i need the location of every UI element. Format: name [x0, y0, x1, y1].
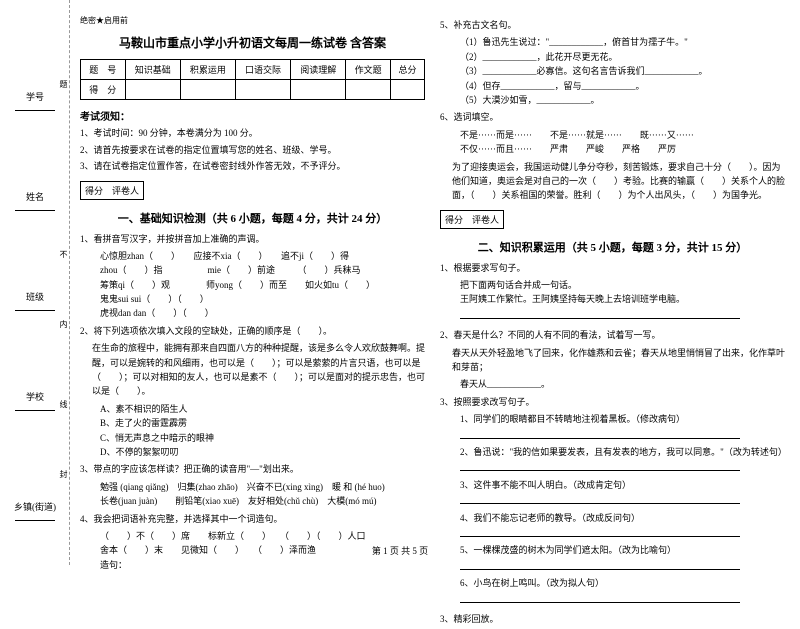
table-cell: [235, 80, 290, 100]
binding-margin: 乡镇(街道) 学校 班级 姓名 学号 封 线 内 不 题: [0, 0, 70, 565]
question-line: （3）____________必寡信。这句名言告诉我们____________。: [440, 64, 785, 78]
question-line: 4、我们不能忘记老师的教导。（改成反问句）: [440, 511, 785, 525]
option: B、走了火的雷霆霹雳: [80, 416, 425, 430]
binding-field-class: 班级: [10, 290, 60, 313]
secret-mark: 绝密★启用前: [80, 15, 425, 26]
option: A、素不相识的陌生人: [80, 402, 425, 416]
question-line: （ ）不（ ）席 标新立（ ） （ ）（ ）人口: [80, 529, 425, 543]
question-line: 春天从____________。: [440, 377, 785, 391]
notice-item: 2、请首先按要求在试卷的指定位置填写您的姓名、班级、学号。: [80, 144, 425, 158]
question-line: （4）但存____________，留与____________。: [440, 79, 785, 93]
question-stem: 4、我会把词语补充完整，并选择其中一个词造句。: [80, 512, 425, 526]
score-box: 得分 评卷人: [80, 181, 144, 200]
table-cell: [180, 80, 235, 100]
cut-mark: 内: [58, 320, 69, 328]
question-line: 虎视dan dan（ ）（ ）: [80, 306, 425, 320]
question-line: 不仅······而且······ 严肃 严峻 严格 严厉: [440, 142, 785, 156]
question-stem: 5、补充古文名句。: [440, 18, 785, 32]
question-line: 长卷(juan juàn) 削铅笔(xiao xuē) 友好相处(chǔ chù…: [80, 494, 425, 508]
binding-field-name: 姓名: [10, 190, 60, 213]
question-line: 1、同学们的眼睛都目不转睛地注视着黑板。（修改病句）: [440, 412, 785, 426]
question-text: 春天从天外轻盈地飞了回来，化作雄燕和云雀；春天从地里悄悄冒了出来，化作草叶和芽苗…: [440, 346, 785, 375]
section-title: 一、基础知识检测（共 6 小题，每题 4 分，共计 24 分）: [80, 210, 425, 226]
question-text: 为了迎接奥运会，我国运动健儿争分夺秒，刻苦锻炼，要求自己十分（ ）。因为他们知道…: [440, 160, 785, 203]
question-stem: 3、按照要求改写句子。: [440, 395, 785, 409]
notice-item: 3、请在试卷指定位置作答，在试卷密封线外作答无效，不予评分。: [80, 160, 425, 174]
question-stem: 2、将下列选项依次填入文段的空缺处，正确的顺序是（ ）。: [80, 324, 425, 338]
binding-field-school: 学校: [10, 390, 60, 413]
table-cell: 口语交际: [235, 60, 290, 80]
question-line: 2、鲁迅说："我的信如果要发表，且有发表的地方，我可以同意。"（改为转述句）: [440, 445, 785, 459]
option: D、不停的絮絮叨叨: [80, 445, 425, 459]
question-text: 在生命的旅程中，能拥有那来自四面八方的种种提醒，该是多么令人欢欣鼓舞啊。提醒，可…: [80, 341, 425, 399]
table-cell: [125, 80, 180, 100]
cut-mark: 封: [58, 470, 69, 478]
table-row: 得 分: [81, 80, 425, 100]
score-box: 得分 评卷人: [440, 210, 504, 229]
cut-mark: 不: [58, 250, 69, 258]
answer-line: [440, 525, 785, 543]
answer-line: [440, 307, 785, 325]
question-stem: 6、选词填空。: [440, 110, 785, 124]
answer-line: [440, 459, 785, 477]
section-title: 二、知识积累运用（共 5 小题，每题 3 分，共计 15 分）: [440, 239, 785, 255]
table-cell: 总分: [390, 60, 424, 80]
question-line: （5）大漠沙如雪，____________。: [440, 93, 785, 107]
binding-field-township: 乡镇(街道): [10, 500, 60, 523]
question-line: （1）鲁迅先生说过："____________，俯首甘为孺子牛。": [440, 35, 785, 49]
notice-item: 1、考试时间：90 分钟，本卷满分为 100 分。: [80, 127, 425, 141]
exam-title: 马鞍山市重点小学小升初语文每周一练试卷 含答案: [80, 34, 425, 51]
question-line: 筹策qi（ ）观 师yong（ ）而至 如火如tu（ ）: [80, 278, 425, 292]
question-line: 6、小鸟在树上鸣叫。（改为拟人句）: [440, 576, 785, 590]
question-line: 王阿姨工作繁忙。王阿姨坚持每天晚上去培训班学电脑。: [440, 292, 785, 306]
table-cell: 阅读理解: [291, 60, 346, 80]
notice-header: 考试须知：: [80, 108, 425, 123]
answer-line: [440, 558, 785, 576]
table-cell: 得 分: [81, 80, 126, 100]
table-cell: 作文题: [346, 60, 391, 80]
option: C、悄无声息之中暗示的眼神: [80, 431, 425, 445]
page-content: 绝密★启用前 马鞍山市重点小学小升初语文每周一练试卷 含答案 题 号 知识基础 …: [80, 15, 790, 629]
score-table: 题 号 知识基础 积累运用 口语交际 阅读理解 作文题 总分 得 分: [80, 59, 425, 100]
answer-line: [440, 591, 785, 609]
question-stem: 1、根据要求写句子。: [440, 261, 785, 275]
question-line: 3、这件事不能不叫人明白。（改成肯定句）: [440, 478, 785, 492]
table-cell: [291, 80, 346, 100]
answer-line: [440, 492, 785, 510]
question-line: 勉强 (qiang qiǎng) 归集(zhao zhāo) 兴奋不已(xing…: [80, 480, 425, 494]
question-stem: 2、春天是什么？不同的人有不同的看法，试着写一写。: [440, 328, 785, 342]
page-footer: 第 1 页 共 5 页: [0, 544, 800, 557]
question-line: （2）____________，此花开尽更无花。: [440, 50, 785, 64]
binding-field-id: 学号: [10, 90, 60, 113]
question-line: zhou（ ）指 mie（ ）前途 （ ）兵秣马: [80, 263, 425, 277]
question-line: 心惊胆zhan（ ） 应接不xia（ ） 追不ji（ ）得: [80, 249, 425, 263]
question-stem: 3、带点的字应该怎样读？把正确的读音用"—"划出来。: [80, 462, 425, 476]
right-column: 5、补充古文名句。 （1）鲁迅先生说过："____________，俯首甘为孺子…: [440, 15, 785, 629]
answer-line: [440, 427, 785, 445]
table-cell: 知识基础: [125, 60, 180, 80]
table-row: 题 号 知识基础 积累运用 口语交际 阅读理解 作文题 总分: [81, 60, 425, 80]
cut-mark: 线: [58, 400, 69, 408]
left-column: 绝密★启用前 马鞍山市重点小学小升初语文每周一练试卷 含答案 题 号 知识基础 …: [80, 15, 425, 629]
table-cell: 积累运用: [180, 60, 235, 80]
cut-mark: 题: [58, 80, 69, 88]
question-sub: 把下面两句话合并成一句话。: [440, 278, 785, 292]
table-cell: [390, 80, 424, 100]
question-line: 鬼鬼sui sui（ ）（ ）: [80, 292, 425, 306]
table-cell: [346, 80, 391, 100]
question-stem: 1、看拼音写汉字，并按拼音加上准确的声调。: [80, 232, 425, 246]
question-stem: 3、精彩回放。: [440, 612, 785, 626]
question-line: 不是······而是······ 不是······就是······ 既·····…: [440, 128, 785, 142]
table-cell: 题 号: [81, 60, 126, 80]
